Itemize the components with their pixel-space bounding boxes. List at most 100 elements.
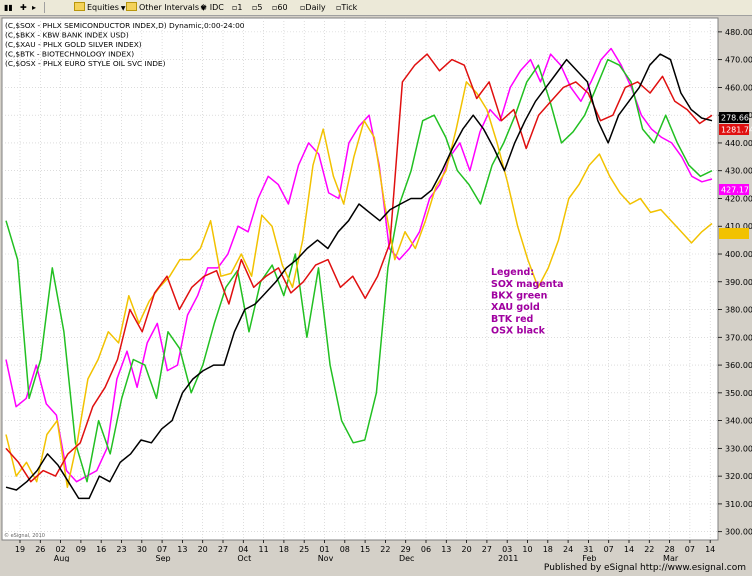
last-value-tag	[719, 112, 749, 123]
page-icon: ▫	[252, 3, 258, 12]
y-tick-label: 430.00	[725, 167, 752, 176]
x-tick-label: 22	[380, 545, 390, 554]
x-tick-label: 22	[644, 545, 654, 554]
idc-icon: ⚙	[200, 3, 208, 12]
series-line-osx	[5, 53, 713, 500]
x-tick-label: 13	[441, 545, 451, 554]
x-tick-label: 06	[421, 545, 431, 554]
idc-label: IDC	[209, 3, 224, 12]
last-value-label: 427.17	[721, 186, 749, 195]
header-line: (C,$BKX - KBW BANK INDEX USD)	[5, 31, 129, 40]
series-line-sox	[5, 47, 713, 483]
y-tick-label: 330.00	[725, 444, 752, 453]
equities-label: Equities	[87, 3, 119, 12]
x-tick-label: 03	[502, 545, 512, 554]
x-month-label: Oct	[237, 554, 251, 562]
x-tick-label: 27	[482, 545, 492, 554]
watermark-text: © eSignal, 2010	[4, 532, 45, 539]
x-tick-label: 02	[56, 545, 66, 554]
y-tick-label: 470.00	[725, 56, 752, 65]
y-tick-label: 420.00	[725, 194, 752, 203]
x-tick-label: 15	[360, 545, 370, 554]
legend-item: SOX magenta	[491, 279, 563, 290]
idc-button[interactable]: ⚙ IDC	[200, 2, 224, 13]
page-icon: ▫	[232, 3, 238, 12]
y-tick-label: 390.00	[725, 278, 752, 287]
y-tick-label: 370.00	[725, 333, 752, 342]
equities-dropdown[interactable]: Equities ▼	[74, 2, 126, 13]
last-value-label: 1281.74	[721, 126, 752, 135]
toolbar: ▮▮ ✚ ▸ Equities ▼ Other Intervals ▼ ⚙ IDC …	[0, 0, 752, 16]
x-tick-label: 18	[279, 545, 289, 554]
other-intervals-label: Other Intervals	[139, 3, 200, 12]
header-line: (C,$XAU - PHLX GOLD SILVER INDEX)	[5, 40, 142, 49]
x-tick-label: 18	[543, 545, 553, 554]
x-month-label: Dec	[399, 554, 414, 562]
daily-label: Daily	[305, 3, 326, 12]
interval-5-label: 5	[257, 3, 263, 12]
legend-item: OSX black	[491, 325, 546, 336]
last-value-tag	[719, 184, 749, 195]
x-tick-label: 11	[259, 545, 269, 554]
x-tick-label: 20	[462, 545, 472, 554]
y-tick-label: 410.00	[725, 222, 752, 231]
published-by-text: Published by eSignal http://www.esignal.…	[543, 563, 746, 573]
crosshair-icon[interactable]: ✚	[20, 3, 27, 12]
x-tick-label: 14	[705, 545, 715, 554]
interval-1-button[interactable]: ▫1	[232, 2, 243, 13]
interval-60-button[interactable]: ▫60	[272, 2, 288, 13]
x-month-label: 2011	[498, 554, 518, 562]
x-tick-label: 07	[604, 545, 614, 554]
interval-1-label: 1	[237, 3, 243, 12]
interval-5-button[interactable]: ▫5	[252, 2, 263, 13]
footer: Published by eSignal http://www.esignal.…	[0, 562, 752, 576]
header-line: (C,$BTK - BIOTECHNOLOGY INDEX)	[5, 50, 134, 59]
tick-label: Tick	[341, 3, 358, 12]
legend-title: Legend:	[491, 267, 534, 278]
tick-button[interactable]: ▫Tick	[336, 2, 357, 13]
last-value-label: 210.94	[721, 230, 749, 239]
x-tick-label: 13	[177, 545, 187, 554]
x-tick-label: 26	[35, 545, 45, 554]
y-tick-label: 350.00	[725, 389, 752, 398]
multi-index-line-chart[interactable]: 300.00 310.00 320.00 330.00 340.00 350.00 360.…	[0, 16, 752, 562]
x-tick-label: 10	[522, 545, 532, 554]
plot-area	[1, 17, 719, 541]
x-month-label: Mar	[663, 554, 679, 562]
x-tick-label: 24	[563, 545, 573, 554]
folder-icon	[74, 2, 85, 11]
y-tick-label: 300.00	[725, 528, 752, 537]
x-month-label: Sep	[156, 554, 171, 562]
last-value-label: 278.66	[721, 114, 749, 123]
y-tick-label: 460.00	[725, 83, 752, 92]
legend-item: BKX green	[491, 291, 548, 302]
interval-60-label: 60	[277, 3, 288, 12]
x-tick-label: 25	[299, 545, 309, 554]
y-tick-label: 480.00	[725, 28, 752, 37]
y-tick-label: 320.00	[725, 472, 752, 481]
x-month-label: Aug	[54, 554, 70, 562]
x-tick-label: 04	[238, 545, 248, 554]
x-tick-label: 20	[198, 545, 208, 554]
x-month-label: Feb	[582, 554, 596, 562]
x-tick-label: 27	[218, 545, 228, 554]
header-line: (C,$OSX - PHLX EURO STYLE OIL SVC INDE)	[5, 59, 166, 68]
page-icon: ▫	[272, 3, 278, 12]
navigate-icon[interactable]: ▸	[32, 3, 37, 12]
folder-icon	[126, 2, 137, 11]
x-tick-label: 07	[157, 545, 167, 554]
x-tick-label: 01	[319, 545, 329, 554]
x-tick-label: 30	[137, 545, 147, 554]
last-value-tag	[719, 124, 749, 135]
daily-button[interactable]: ▫Daily	[300, 2, 326, 13]
other-intervals-dropdown[interactable]: Other Intervals ▼	[126, 2, 206, 13]
x-tick-label: 23	[116, 545, 126, 554]
y-tick-label: 340.00	[725, 417, 752, 426]
chart-style-icon[interactable]: ▮▮	[4, 3, 13, 12]
series-line-bkx	[5, 58, 713, 483]
page-icon: ▫	[336, 3, 342, 12]
x-tick-label: 28	[665, 545, 675, 554]
last-value-tag	[719, 228, 749, 239]
chevron-down-icon: ▼	[201, 5, 206, 12]
x-tick-label: 16	[96, 545, 106, 554]
